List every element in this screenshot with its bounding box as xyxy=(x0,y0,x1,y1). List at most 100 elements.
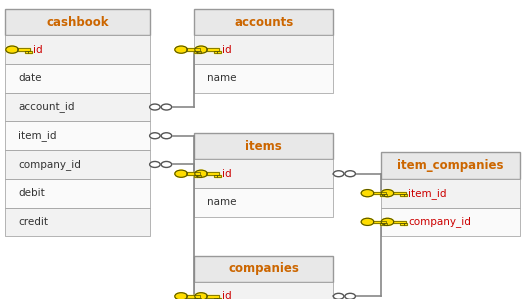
Text: id: id xyxy=(222,169,232,179)
Bar xyxy=(17,48,30,51)
Circle shape xyxy=(195,170,207,177)
Bar xyxy=(194,175,197,177)
Bar xyxy=(384,223,387,225)
FancyBboxPatch shape xyxy=(194,64,333,93)
Bar xyxy=(214,51,217,53)
Bar xyxy=(380,194,384,196)
Bar xyxy=(404,194,407,196)
Text: company_id: company_id xyxy=(408,216,471,227)
FancyBboxPatch shape xyxy=(5,121,150,150)
Text: item_id: item_id xyxy=(18,130,57,141)
Circle shape xyxy=(161,161,172,167)
Circle shape xyxy=(361,218,374,225)
Circle shape xyxy=(161,104,172,110)
Text: item_companies: item_companies xyxy=(397,159,503,172)
Text: cashbook: cashbook xyxy=(46,16,109,29)
FancyBboxPatch shape xyxy=(5,9,150,35)
Text: name: name xyxy=(207,73,237,83)
Bar xyxy=(214,175,217,177)
Text: company_id: company_id xyxy=(18,159,81,170)
Bar xyxy=(380,194,384,196)
Circle shape xyxy=(381,218,394,225)
Text: credit: credit xyxy=(18,217,48,227)
Bar xyxy=(197,175,201,177)
Bar xyxy=(197,51,201,53)
Bar xyxy=(380,223,384,225)
FancyBboxPatch shape xyxy=(5,179,150,208)
Circle shape xyxy=(345,293,355,299)
Bar xyxy=(373,221,386,223)
Text: id: id xyxy=(222,45,232,55)
Bar xyxy=(194,298,197,299)
Bar xyxy=(373,192,386,194)
FancyBboxPatch shape xyxy=(194,35,333,64)
Bar xyxy=(217,51,221,53)
Circle shape xyxy=(150,133,160,139)
Bar xyxy=(404,194,407,196)
Bar xyxy=(404,223,407,225)
Bar xyxy=(214,175,217,177)
Bar xyxy=(393,221,406,223)
Bar xyxy=(384,194,387,196)
Bar xyxy=(206,173,219,175)
Bar xyxy=(384,194,387,196)
Circle shape xyxy=(333,293,344,299)
FancyBboxPatch shape xyxy=(194,159,333,188)
Bar xyxy=(186,173,200,175)
Circle shape xyxy=(345,171,355,177)
Text: date: date xyxy=(18,73,42,83)
Bar xyxy=(186,173,200,175)
Bar xyxy=(186,48,200,51)
Bar xyxy=(393,221,406,223)
Text: item_id: item_id xyxy=(408,188,447,199)
FancyBboxPatch shape xyxy=(5,208,150,236)
Text: id: id xyxy=(222,291,232,299)
Circle shape xyxy=(333,171,344,177)
Bar xyxy=(186,295,200,298)
Bar xyxy=(373,192,386,194)
Bar xyxy=(28,51,32,53)
FancyBboxPatch shape xyxy=(194,256,333,282)
Bar xyxy=(217,298,221,299)
FancyBboxPatch shape xyxy=(5,93,150,121)
Circle shape xyxy=(6,46,18,53)
Bar xyxy=(186,48,200,51)
FancyBboxPatch shape xyxy=(194,9,333,35)
Text: id: id xyxy=(33,45,43,55)
FancyBboxPatch shape xyxy=(5,150,150,179)
FancyBboxPatch shape xyxy=(5,64,150,93)
Bar xyxy=(217,298,221,299)
Bar xyxy=(404,223,407,225)
FancyBboxPatch shape xyxy=(381,179,520,208)
Bar xyxy=(400,223,404,225)
Bar xyxy=(206,295,219,298)
Bar xyxy=(214,298,217,299)
Bar xyxy=(197,298,201,299)
Circle shape xyxy=(195,293,207,299)
Bar xyxy=(206,48,219,51)
Bar xyxy=(217,175,221,177)
Bar xyxy=(217,175,221,177)
Bar xyxy=(194,175,197,177)
Bar xyxy=(206,295,219,298)
Bar xyxy=(373,221,386,223)
Text: debit: debit xyxy=(18,188,45,198)
Bar xyxy=(186,295,200,298)
Circle shape xyxy=(195,46,207,53)
Circle shape xyxy=(175,46,187,53)
Bar xyxy=(206,48,219,51)
Bar xyxy=(400,223,404,225)
Bar xyxy=(25,51,28,53)
Text: items: items xyxy=(246,140,282,153)
FancyBboxPatch shape xyxy=(194,188,333,217)
Text: name: name xyxy=(207,197,237,208)
Bar xyxy=(28,51,32,53)
Bar xyxy=(194,298,197,299)
FancyBboxPatch shape xyxy=(194,282,333,299)
FancyBboxPatch shape xyxy=(5,35,150,64)
Bar xyxy=(197,298,201,299)
Circle shape xyxy=(361,190,374,197)
Bar xyxy=(197,51,201,53)
FancyBboxPatch shape xyxy=(381,208,520,236)
Circle shape xyxy=(175,170,187,177)
